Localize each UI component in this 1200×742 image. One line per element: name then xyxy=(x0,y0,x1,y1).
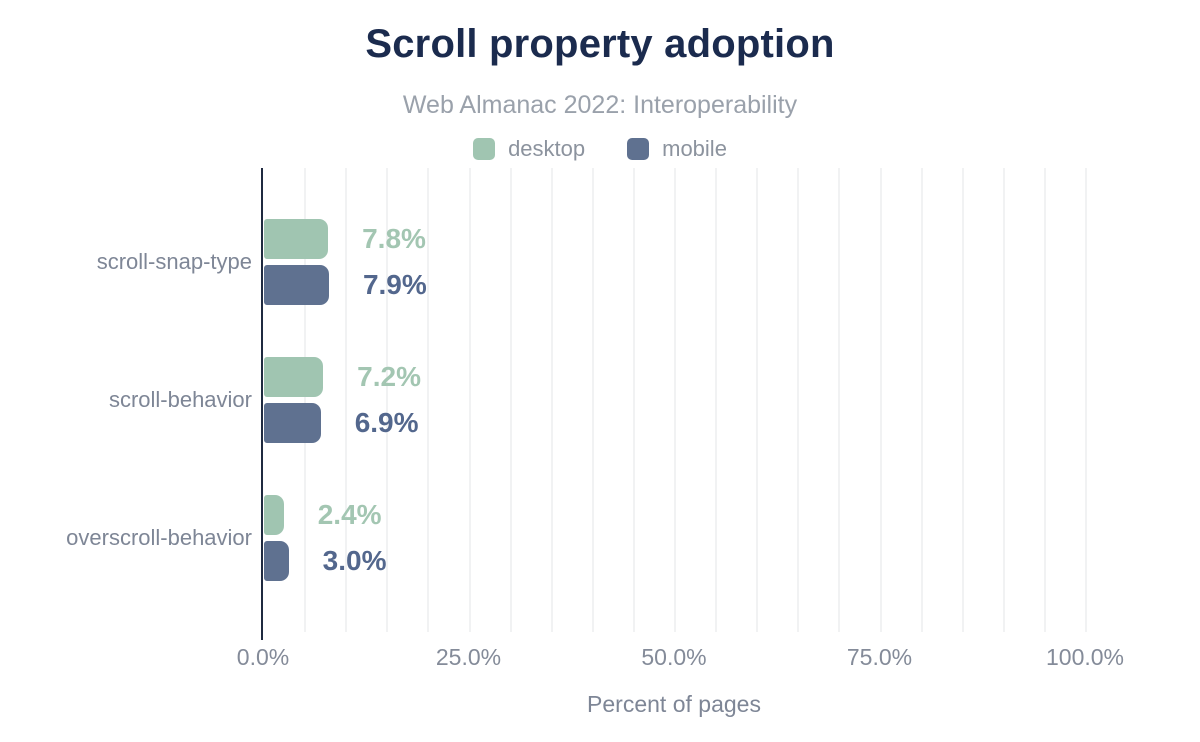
category-label: overscroll-behavior xyxy=(66,525,252,550)
legend-swatch-desktop xyxy=(473,138,496,160)
gridline xyxy=(674,168,676,632)
value-label-desktop-scroll-behavior: 7.2% xyxy=(357,361,421,392)
legend-item-desktop[interactable]: desktop xyxy=(473,136,585,162)
bar-mobile-overscroll-behavior[interactable] xyxy=(264,541,289,581)
x-tick-label: 50.0% xyxy=(641,644,707,670)
gridline xyxy=(1085,168,1087,632)
legend-item-mobile[interactable]: mobile xyxy=(627,136,727,162)
bar-mobile-scroll-behavior[interactable] xyxy=(264,403,321,443)
category-label: scroll-snap-type xyxy=(96,249,252,274)
x-axis-title: Percent of pages xyxy=(587,691,761,717)
gridline xyxy=(304,168,307,632)
gridline xyxy=(509,168,512,632)
y-axis-line xyxy=(261,168,263,640)
gridline xyxy=(427,168,430,632)
gridline xyxy=(550,168,553,632)
bar-desktop-scroll-behavior[interactable] xyxy=(264,357,324,397)
gridline xyxy=(1043,168,1046,632)
chart-legend: desktop mobile xyxy=(0,136,1200,162)
chart-subtitle: Web Almanac 2022: Interoperability xyxy=(402,91,798,119)
gridline xyxy=(386,168,389,632)
value-label-desktop-overscroll-behavior: 2.4% xyxy=(317,499,382,530)
x-tick-label: 100.0% xyxy=(1045,644,1125,670)
value-label-mobile-scroll-snap-type: 7.9% xyxy=(362,269,427,300)
gridline xyxy=(838,168,841,632)
legend-label: desktop xyxy=(508,136,586,161)
gridline xyxy=(715,168,718,632)
value-label-desktop-scroll-snap-type: 7.8% xyxy=(362,223,426,254)
x-tick-label: 75.0% xyxy=(846,644,913,670)
gridline xyxy=(345,168,348,632)
gridline xyxy=(756,168,759,632)
gridline xyxy=(879,168,882,632)
value-label-mobile-scroll-behavior: 6.9% xyxy=(354,407,419,438)
gridline xyxy=(961,168,964,632)
x-tick-label: 25.0% xyxy=(435,644,502,670)
category-label: scroll-behavior xyxy=(108,387,252,412)
gridline xyxy=(920,168,923,632)
gridline xyxy=(632,168,635,632)
gridline xyxy=(797,168,800,632)
value-label-mobile-overscroll-behavior: 3.0% xyxy=(322,545,387,576)
x-tick-label: 0.0% xyxy=(236,644,290,670)
gridline xyxy=(591,168,594,632)
gridline xyxy=(1002,168,1005,632)
bar-mobile-scroll-snap-type[interactable] xyxy=(264,265,329,305)
bar-desktop-overscroll-behavior[interactable] xyxy=(264,495,284,535)
gridline xyxy=(468,168,471,632)
legend-label: mobile xyxy=(662,136,727,161)
plot-area: Percent of pages scroll-snap-type 7.8% 7.9… xyxy=(66,168,1124,717)
chart-title: Scroll property adoption xyxy=(365,22,835,66)
legend-swatch-mobile xyxy=(627,138,650,160)
bar-desktop-scroll-snap-type[interactable] xyxy=(264,219,329,259)
